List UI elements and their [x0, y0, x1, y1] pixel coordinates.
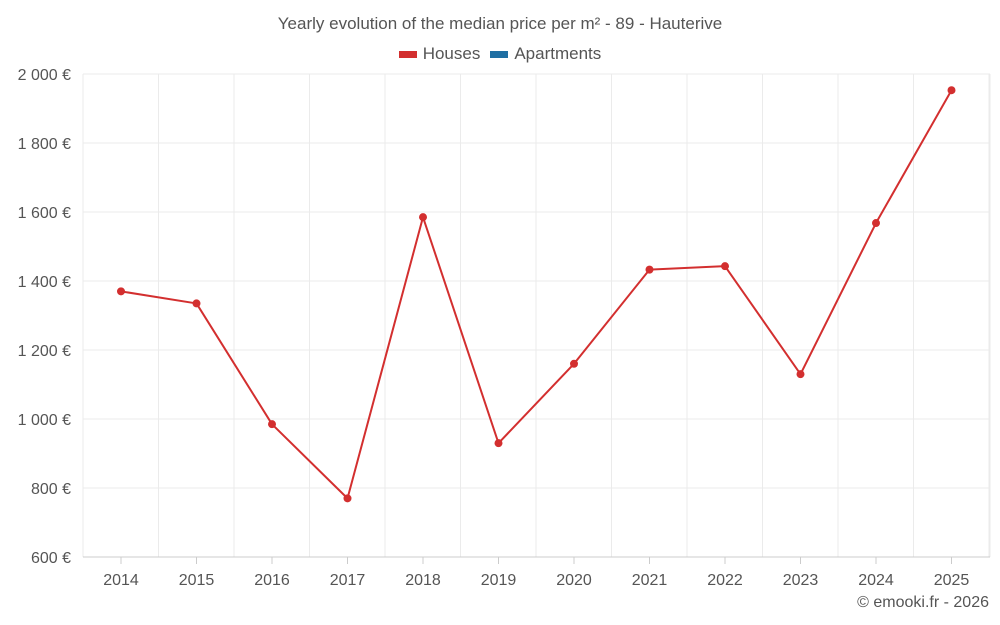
series-line-houses	[120, 89, 953, 500]
x-tick-label-2022: 2022	[707, 572, 743, 589]
data-point-houses-2015	[192, 299, 201, 308]
data-point-houses-2023	[796, 370, 805, 379]
data-point-houses-2021	[645, 265, 654, 274]
y-tick-label: 1 000 €	[18, 412, 71, 429]
data-point-houses-2022	[721, 262, 729, 271]
data-point-houses-2019	[494, 439, 503, 448]
legend-swatch-apartments	[490, 50, 509, 58]
data-point-houses-2016	[268, 420, 276, 429]
x-tick-label-2025: 2025	[934, 572, 970, 589]
legend-swatch-houses	[398, 50, 417, 58]
x-tick-label-2019: 2019	[481, 572, 517, 589]
data-point-houses-2020	[570, 359, 578, 368]
x-tick-label-2020: 2020	[556, 572, 592, 589]
y-tick-label: 1 600 €	[18, 205, 71, 222]
x-tick-label-2014: 2014	[103, 572, 139, 589]
y-tick-label: 600 €	[31, 550, 71, 567]
y-tick-label: 1 800 €	[18, 136, 71, 153]
x-tick-label-2015: 2015	[179, 572, 215, 589]
data-point-houses-2024	[872, 219, 880, 228]
x-tick-label-2021: 2021	[632, 572, 668, 589]
legend-item-apartments[interactable]: Apartments	[490, 44, 601, 64]
chart-legend: Houses Apartments	[0, 44, 1000, 64]
y-tick-label: 2 000 €	[18, 67, 71, 84]
chart-title: Yearly evolution of the median price per…	[277, 14, 723, 33]
legend-label-apartments: Apartments	[514, 44, 602, 63]
y-tick-label: 800 €	[31, 481, 71, 498]
y-tick-label: 1 200 €	[18, 343, 71, 360]
x-tick-label-2017: 2017	[330, 572, 366, 589]
x-tick-label-2016: 2016	[254, 572, 290, 589]
data-point-houses-2017	[343, 494, 352, 503]
x-tick-label-2023: 2023	[783, 572, 819, 589]
x-tick-label-2018: 2018	[405, 572, 441, 589]
data-point-houses-2014	[117, 287, 125, 296]
data-point-houses-2025	[947, 86, 956, 95]
credit-text: © emooki.fr - 2026	[857, 594, 989, 611]
x-tick-label-2024: 2024	[858, 572, 894, 589]
y-tick-label: 1 400 €	[18, 274, 71, 291]
legend-label-houses: Houses	[422, 44, 481, 63]
legend-item-houses[interactable]: Houses	[398, 44, 481, 64]
data-point-houses-2018	[419, 213, 427, 222]
